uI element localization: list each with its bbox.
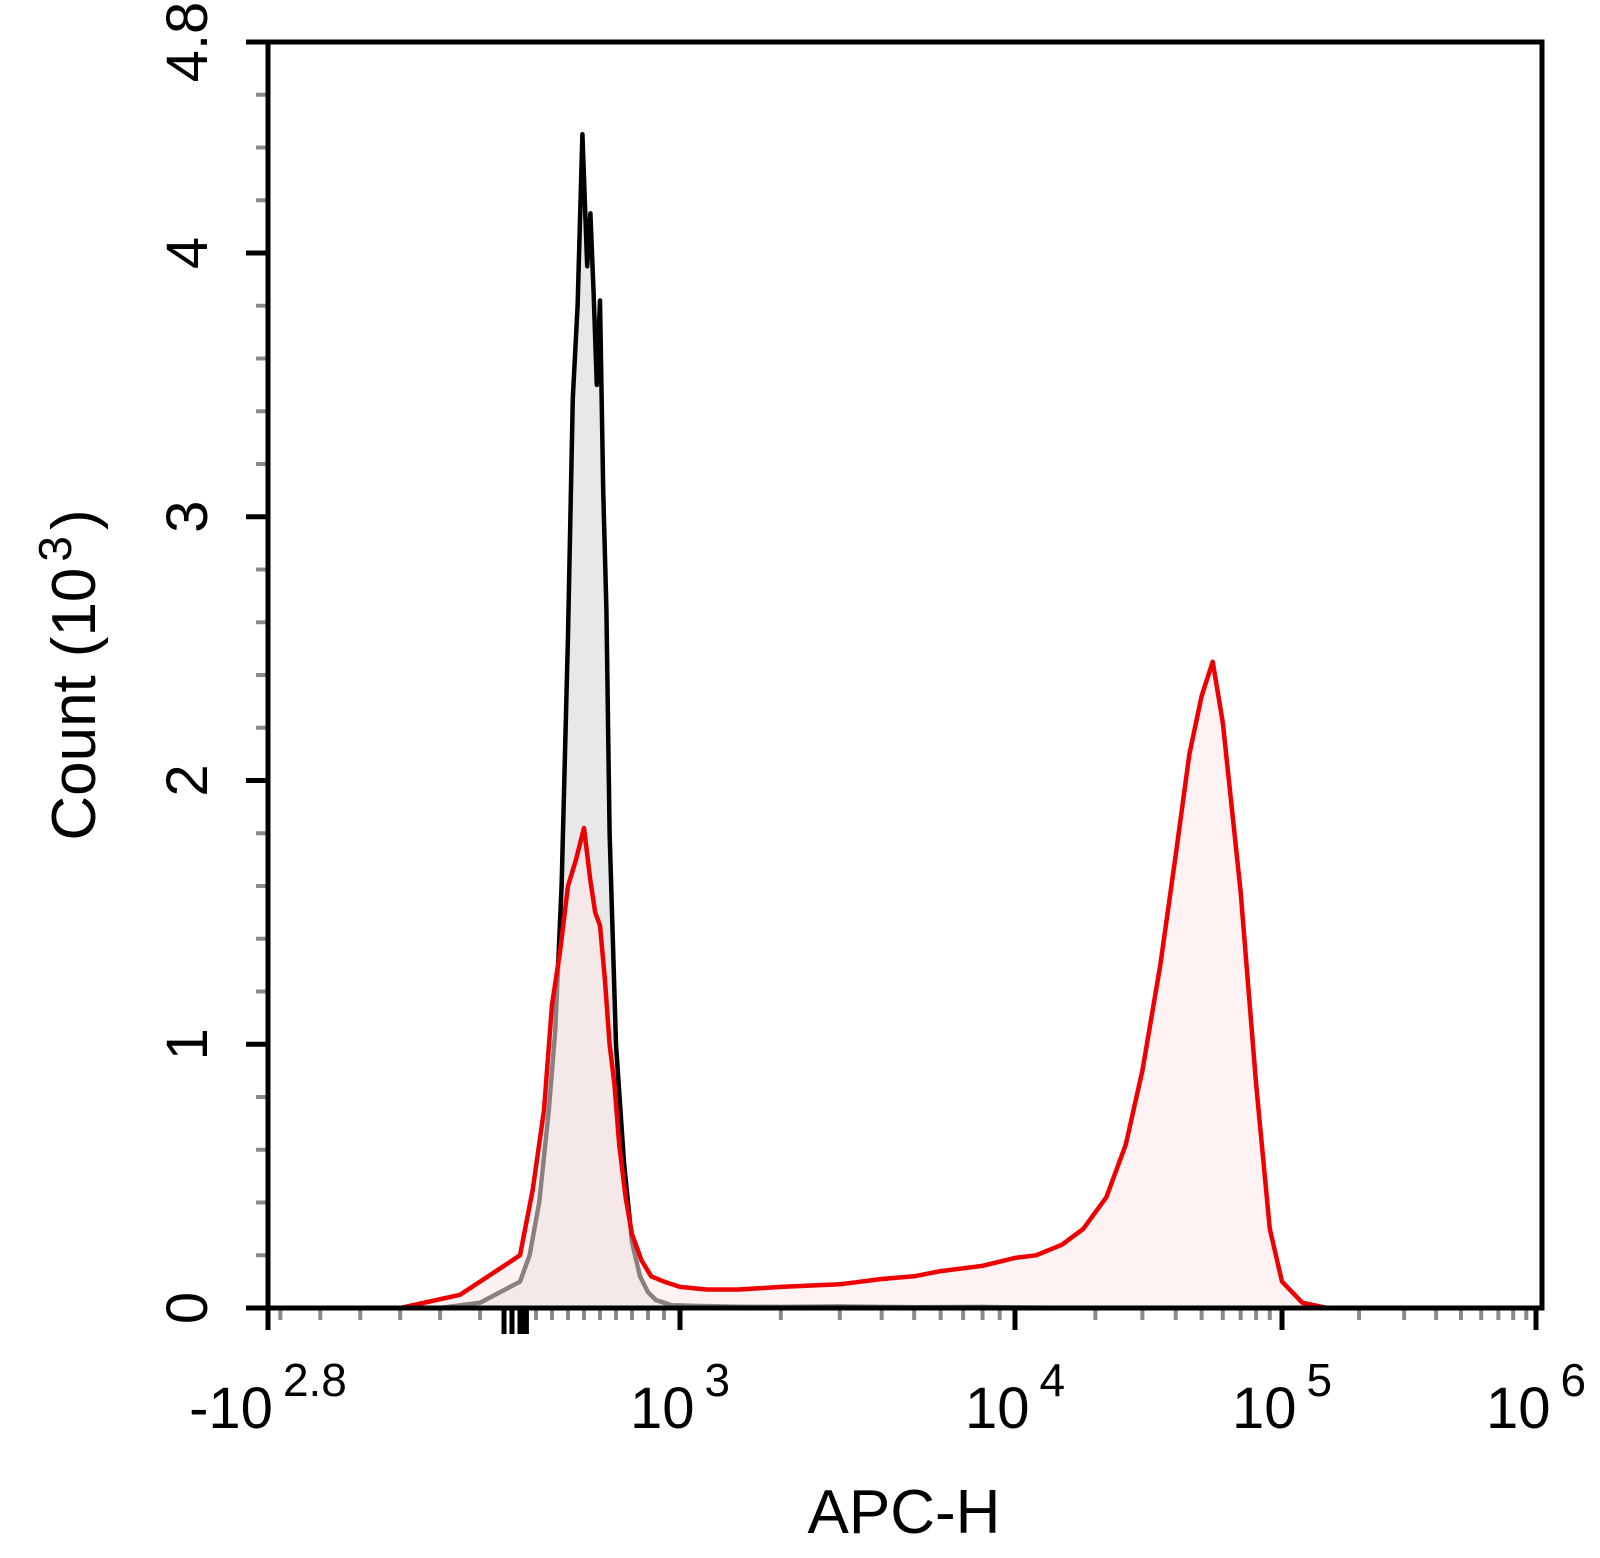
major-ticks [246, 39, 1539, 1330]
x-tick-base: 10 [1486, 1376, 1551, 1441]
series-control-area [440, 134, 1096, 1308]
x-tick-label: 10 4 [965, 1354, 1065, 1441]
series-control-line [439, 132, 1096, 1311]
y-axis-unit-close: ) [40, 509, 109, 530]
y-tick-label: 4 [155, 237, 220, 269]
x-tick-exp: 4 [1039, 1354, 1065, 1406]
x-tick-base: 10 [630, 1376, 695, 1441]
y-tick-label: 1 [155, 1028, 220, 1060]
y-tick-label: 0 [155, 1292, 220, 1324]
y-tick-label: 2 [155, 764, 220, 796]
y-axis-title: Count (10 3) [29, 509, 109, 840]
x-tick-base: 10 [965, 1376, 1030, 1441]
x-tick-base: -10 [189, 1376, 273, 1441]
minor-ticks [256, 92, 1529, 1334]
y-axis-title-text: Count [40, 675, 109, 840]
x-tick-label: 10 6 [1486, 1354, 1586, 1441]
x-tick-exp: 3 [704, 1354, 730, 1406]
y-axis-unit-base: (10 [40, 568, 109, 658]
x-tick-label: 10 3 [630, 1354, 730, 1441]
x-tick-label: 10 5 [1232, 1354, 1332, 1441]
x-tick-label: -10 2.8 [189, 1354, 347, 1441]
y-tick-label: 3 [155, 501, 220, 533]
series-layer [399, 132, 1360, 1311]
y-tick-label: 4.8 [155, 2, 220, 83]
series-stained-area [400, 661, 1360, 1308]
x-axis-title: APC-H [808, 1478, 1001, 1547]
x-tick-exp: 5 [1306, 1354, 1332, 1406]
y-axis-unit-exp: 3 [29, 536, 81, 562]
y-tick-labels: 0 1 2 3 4 4.8 [155, 2, 220, 1324]
x-tick-exp: 6 [1560, 1354, 1586, 1406]
x-tick-exp: 2.8 [283, 1354, 347, 1406]
series-stained-line [399, 659, 1360, 1311]
x-tick-base: 10 [1232, 1376, 1297, 1441]
plot-frame [265, 39, 1545, 1311]
x-tick-labels: -10 2.8 10 3 10 4 10 5 10 6 [189, 1354, 1586, 1441]
